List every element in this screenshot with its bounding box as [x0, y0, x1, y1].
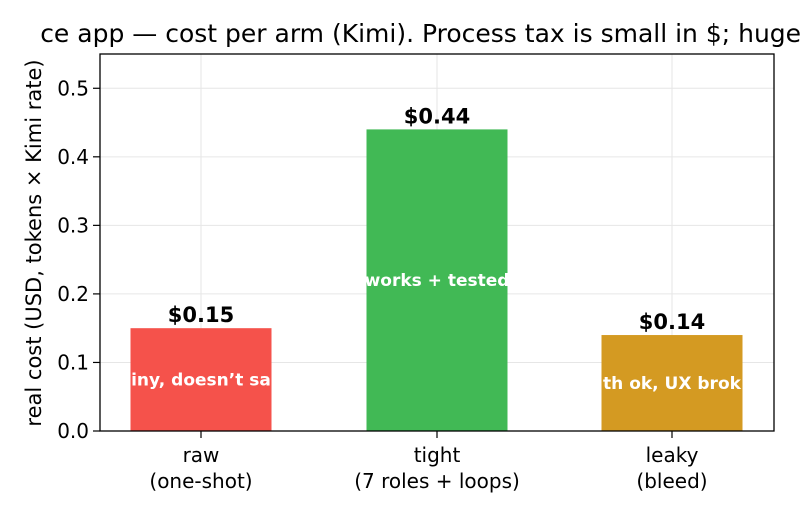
- y-tick-label: 0.5: [57, 76, 89, 100]
- y-tick-label: 0.3: [57, 213, 89, 237]
- bar: [366, 129, 508, 431]
- x-tick-label: raw: [183, 443, 220, 467]
- y-axis-label: real cost (USD, tokens × Kimi rate): [22, 59, 46, 426]
- bars: iny, doesn’t sa works + tested th ok, UX b…: [130, 129, 743, 431]
- y-tick-label: 0.2: [57, 282, 89, 306]
- x-tick-label: (bleed): [636, 469, 707, 493]
- value-label: $0.44: [404, 104, 470, 128]
- y-tick-label: 0.1: [57, 350, 89, 374]
- bar-annotation: th ok, UX brok: [603, 374, 742, 394]
- value-label: $0.14: [639, 310, 705, 334]
- bar: [601, 335, 743, 431]
- x-tick-label: (7 roles + loops): [354, 469, 520, 493]
- x-tick-label: leaky: [646, 443, 699, 467]
- x-tick-label: tight: [414, 443, 461, 467]
- chart-title: ce app — cost per arm (Kimi). Process ta…: [40, 19, 806, 48]
- bar-annotation: works + tested: [365, 271, 510, 291]
- x-tick-label: (one-shot): [149, 469, 252, 493]
- x-axis-ticks: raw(one-shot) tight(7 roles + loops) leaky…: [149, 431, 708, 493]
- bar-annotation: iny, doesn’t sa: [131, 371, 271, 391]
- bar: [130, 328, 272, 431]
- value-labels: $0.15 $0.44 $0.14: [168, 104, 705, 334]
- y-axis-ticks: 0.0 0.1 0.2 0.3 0.4 0.5: [57, 76, 100, 443]
- y-tick-label: 0.0: [57, 419, 89, 443]
- value-label: $0.15: [168, 303, 234, 327]
- y-tick-label: 0.4: [57, 145, 89, 169]
